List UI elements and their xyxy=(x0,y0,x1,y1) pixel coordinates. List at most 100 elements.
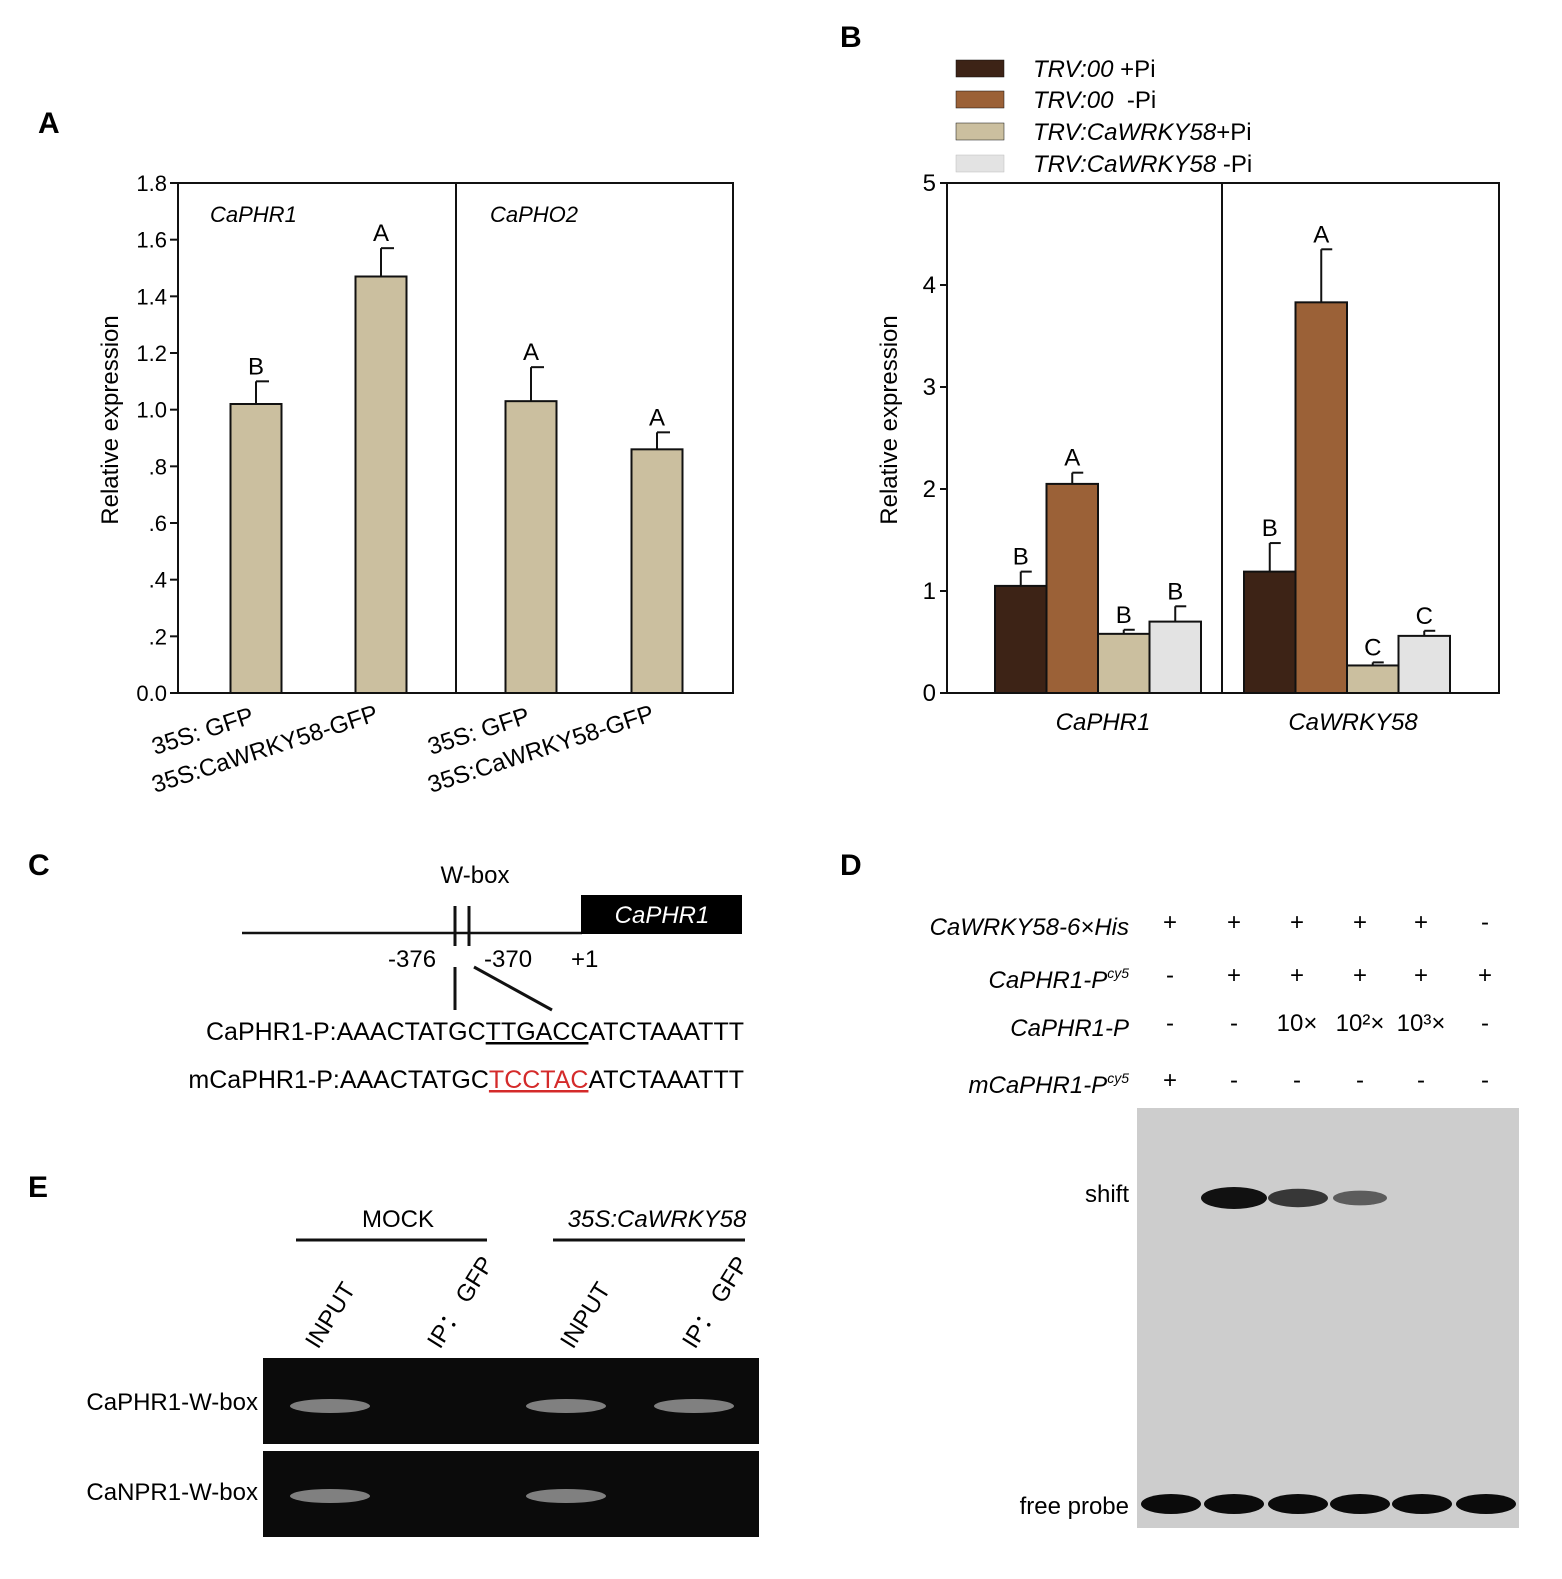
legend-swatch-1 xyxy=(955,59,1005,78)
group-label-35s: 35S:CaWRKY58 xyxy=(568,1206,747,1233)
panel-b-bar xyxy=(1294,301,1348,694)
condition-cell: - xyxy=(1481,909,1489,936)
zoom-line-right xyxy=(473,965,553,1012)
panel-a-y-tick-label: .8 xyxy=(149,454,167,479)
panel-a-bar xyxy=(630,448,684,695)
gel-bands xyxy=(1141,1187,1516,1514)
panel-a-bar xyxy=(354,275,408,694)
free-probe-band xyxy=(1392,1494,1452,1514)
lane-label-4: IP： GFP xyxy=(677,1252,754,1353)
panel-b-y-tick-label: 3 xyxy=(923,374,936,401)
panel-a-y-tick-label: 1.6 xyxy=(136,228,167,253)
gene-box xyxy=(581,895,742,934)
shift-band xyxy=(1333,1190,1387,1206)
panel-b-bar xyxy=(1346,664,1400,695)
sequence-mutant: mCaPHR1-P:AAACTATGCTCCTACATCTAAATTT xyxy=(188,1066,744,1094)
condition-cell: + xyxy=(1227,962,1241,989)
shift-label: shift xyxy=(1085,1181,1129,1208)
panel-a-letter: A xyxy=(38,107,60,140)
condition-cell: 10²× xyxy=(1336,1010,1385,1037)
legend-entry-2: TRV:00 -Pi xyxy=(1033,87,1156,114)
panel-b-significance-letter: B xyxy=(1167,578,1183,605)
legend-entry-3: TRV:CaWRKY58+Pi xyxy=(1033,119,1252,146)
sequence-wt: CaPHR1-P:AAACTATGCTTGACCATCTAAATTT xyxy=(206,1018,744,1046)
lane-label-2: IP： GFP xyxy=(422,1252,499,1353)
panel-a-y-tick-label: 1.8 xyxy=(136,171,167,196)
condition-cell: + xyxy=(1290,962,1304,989)
panel-b-xlabel-cawrky58: CaWRKY58 xyxy=(1288,709,1418,736)
legend-entry-1: TRV:00 +Pi xyxy=(1033,56,1156,83)
condition-cell: + xyxy=(1163,909,1177,936)
panel-b-significance-letter: B xyxy=(1116,602,1132,629)
panel-a-significance-letter: B xyxy=(248,353,264,380)
panel-a-group-title-capho2: CaPHO2 xyxy=(490,202,578,227)
condition-cell: + xyxy=(1353,962,1367,989)
panel-e-letter: E xyxy=(28,1171,48,1204)
condition-cell: - xyxy=(1166,1010,1174,1037)
panel-a-y-tick-label: 1.2 xyxy=(136,341,167,366)
legend-entry-4: TRV:CaWRKY58 -Pi xyxy=(1033,151,1252,178)
panel-b-y-ticks: 0 1 2 3 4 5 xyxy=(923,170,947,707)
position-plus1: +1 xyxy=(571,946,598,973)
panel-a-y-tick-label: .2 xyxy=(149,624,167,649)
panel-b-y-tick-label: 4 xyxy=(923,272,936,299)
condition-cell: + xyxy=(1227,909,1241,936)
panel-b-significance-letter: C xyxy=(1364,634,1381,661)
panel-a-y-tick-label: 1.0 xyxy=(136,398,167,423)
panel-b-significance-letter: C xyxy=(1416,603,1433,630)
pcr-band xyxy=(290,1399,370,1413)
condition-row-label: mCaPHR1-Pcy5 xyxy=(969,1070,1130,1099)
panel-b-y-tick-label: 1 xyxy=(923,578,936,605)
panel-b-bar xyxy=(1148,620,1202,694)
legend-swatch-3 xyxy=(955,122,1005,141)
panel-a-bars: B A A A xyxy=(229,220,684,695)
condition-cell: + xyxy=(1478,962,1492,989)
pcr-band xyxy=(526,1489,606,1503)
shift-band xyxy=(1201,1187,1267,1209)
panel-b-y-tick-label: 0 xyxy=(923,680,936,707)
panel-b-significance-letter: B xyxy=(1262,515,1278,542)
condition-cell: + xyxy=(1414,909,1428,936)
panel-a: A Relative expression 0.0 .2 .4 .6 .8 1.0 1.2 1… xyxy=(38,107,734,799)
lane-label-1: INPUT xyxy=(300,1278,361,1354)
panel-b-significance-letter: A xyxy=(1064,445,1080,472)
free-probe-band xyxy=(1268,1494,1328,1514)
panel-a-group-title-caphr1: CaPHR1 xyxy=(210,202,297,227)
condition-cell: + xyxy=(1353,909,1367,936)
panel-a-significance-letter: A xyxy=(523,339,539,366)
condition-cell: - xyxy=(1481,1067,1489,1094)
condition-cell: - xyxy=(1230,1067,1238,1094)
panel-b-bar xyxy=(1097,632,1151,695)
condition-cell: - xyxy=(1356,1067,1364,1094)
wbox-label: W-box xyxy=(441,862,510,889)
panel-a-y-ticks: 0.0 .2 .4 .6 .8 1.0 1.2 1.4 1.6 1.8 xyxy=(136,171,178,706)
free-probe-band xyxy=(1330,1494,1390,1514)
free-probe-label: free probe xyxy=(1020,1493,1129,1520)
condition-cell: - xyxy=(1417,1067,1425,1094)
panel-b-bar xyxy=(1045,482,1099,694)
free-probe-band xyxy=(1204,1494,1264,1514)
condition-cell: + xyxy=(1414,962,1428,989)
panel-a-y-tick-label: .4 xyxy=(149,568,167,593)
position-376: -376 xyxy=(388,946,436,973)
pcr-band xyxy=(654,1399,734,1413)
panel-b-y-tick-label: 5 xyxy=(923,170,936,197)
panel-a-y-tick-label: 1.4 xyxy=(136,284,167,309)
panel-b-xlabel-caphr1: CaPHR1 xyxy=(1056,709,1151,736)
condition-cell: - xyxy=(1481,1010,1489,1037)
pcr-band xyxy=(526,1399,606,1413)
condition-row-label: CaPHR1-Pcy5 xyxy=(989,965,1130,994)
panel-b-bar xyxy=(994,584,1048,695)
condition-row-label: CaPHR1-P xyxy=(1010,1015,1129,1042)
panel-b-ylabel: Relative expression xyxy=(876,315,903,524)
shift-band xyxy=(1268,1188,1328,1208)
group-label-mock: MOCK xyxy=(362,1206,434,1233)
panel-a-y-tick-label: .6 xyxy=(149,511,167,536)
panel-b-bars: B B A A B C B C xyxy=(994,221,1451,695)
condition-cell: - xyxy=(1293,1067,1301,1094)
panel-a-bar xyxy=(229,403,283,694)
panel-a-y-tick-label: 0.0 xyxy=(136,681,167,706)
panel-c: C W-box CaPHR1 -376 -370 +1 CaPHR1-P:AAA… xyxy=(28,849,744,1094)
panel-b-y-tick-label: 2 xyxy=(923,476,936,503)
panel-e: E MOCK 35S:CaWRKY58 INPUT IP： GFP INPUT … xyxy=(28,1171,759,1537)
